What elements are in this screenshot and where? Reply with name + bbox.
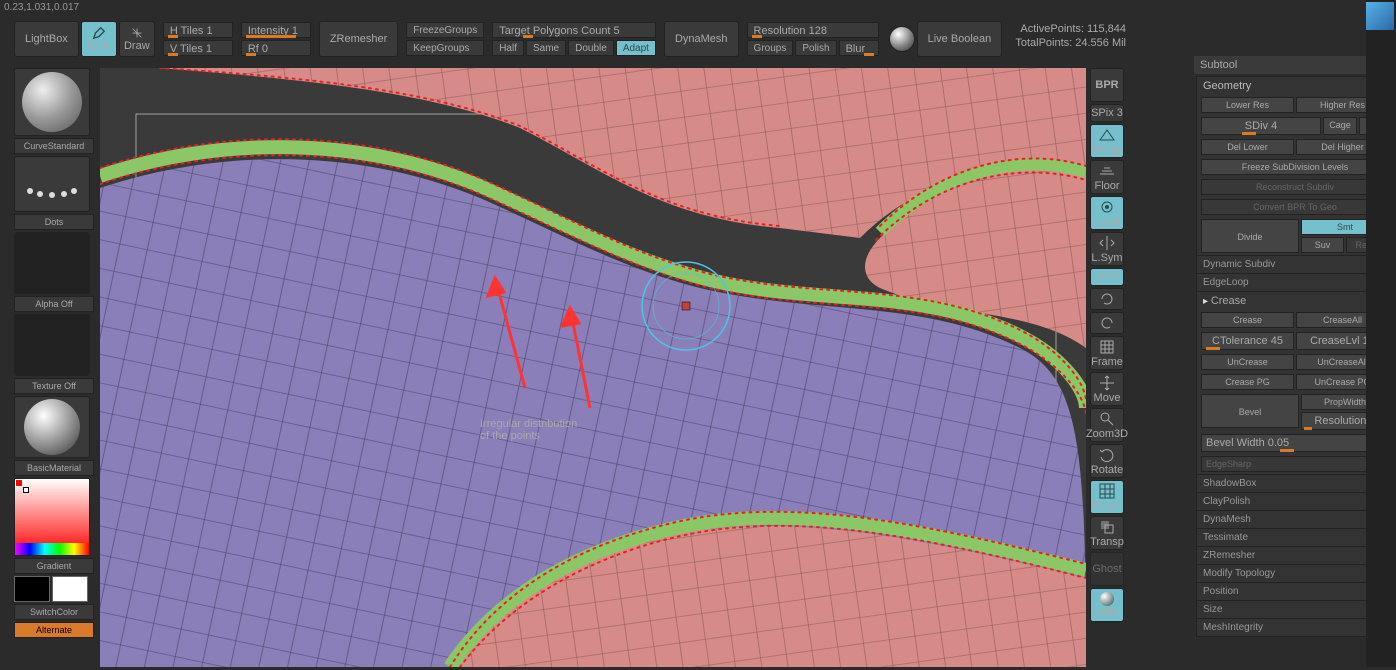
bpr-button[interactable]: BPR [1090,68,1124,102]
point-stats: ActivePoints: 115,844 TotalPoints: 24.55… [1015,22,1126,50]
right-toolbar: BPR SPix 3 Persp Floor Local L.Sym XYZ F… [1090,68,1130,622]
creasepg-button[interactable]: Crease PG [1201,374,1294,390]
brush-thumb[interactable] [14,68,90,136]
dynamesh-button[interactable]: DynaMesh [664,21,739,57]
stroke-label: Dots [14,214,94,230]
divide-button[interactable]: Divide [1201,219,1299,253]
target-polygons-slider[interactable]: Target Polygons Count 5 [492,22,656,38]
ctolerance-slider[interactable]: CTolerance 45 [1201,332,1294,350]
swatch-black[interactable] [14,576,50,602]
top-toolbar: LightBox Edit Draw H Tiles 1 V Tiles 1 I… [14,14,1134,64]
alpha-thumb[interactable] [14,232,90,294]
solo-button[interactable]: Solo [1090,588,1124,622]
crease-button[interactable]: Crease [1201,312,1294,328]
freeze-subdiv-button[interactable]: Freeze SubDivision Levels [1201,159,1389,175]
position-header[interactable]: Position [1197,582,1393,600]
alternate-button[interactable]: Alternate [14,622,94,638]
cw-icon[interactable] [1090,288,1124,310]
tray [1366,0,1396,667]
vtiles-slider[interactable]: V Tiles 1 [163,40,233,56]
gradient-label: Gradient [14,558,94,574]
brush-label: CurveStandard [14,138,94,154]
ghost-button[interactable]: Ghost [1090,552,1124,586]
reconstruct-button: Reconstruct Subdiv [1201,179,1389,195]
blur-slider[interactable]: Blur [839,40,879,56]
zoom-button[interactable]: Zoom3D [1090,408,1124,442]
boolean-sphere-icon [889,26,915,52]
dynamesh-header[interactable]: DynaMesh [1197,510,1393,528]
spix-slider[interactable]: SPix 3 [1090,104,1124,122]
groups-button[interactable]: Groups [747,40,794,56]
modtop-header[interactable]: Modify Topology [1197,564,1393,582]
ccw-icon[interactable] [1090,312,1124,334]
meshintegrity-header[interactable]: MeshIntegrity [1197,618,1393,636]
left-panel: CurveStandard Dots Alpha Off Texture Off… [14,68,94,638]
stroke-thumb[interactable] [14,156,90,212]
cage-button[interactable]: Cage [1323,117,1357,135]
polyf-button[interactable]: PolyF [1090,480,1124,514]
keepgroups-button[interactable]: KeepGroups [406,40,484,56]
geometry-header[interactable]: Geometry [1197,77,1393,95]
crease-header[interactable]: ▸ Crease [1197,291,1393,310]
resolution-slider[interactable]: Resolution 128 [747,22,879,38]
viewport-coords: 0.23,1.031,0.017 [4,2,79,13]
switchcolor-button[interactable]: SwitchColor [14,604,94,620]
adapt-button[interactable]: Adapt [616,40,656,56]
live-boolean-button[interactable]: Live Boolean [917,21,1003,57]
edgeloop-header[interactable]: EdgeLoop [1197,273,1393,291]
htiles-slider[interactable]: H Tiles 1 [163,22,233,38]
polish-button[interactable]: Polish [795,40,836,56]
color-picker[interactable] [14,478,90,556]
local-button[interactable]: Local [1090,196,1124,230]
texture-label: Texture Off [14,378,94,394]
dynamic-subdiv-header[interactable]: Dynamic Subdiv [1197,255,1393,273]
texture-thumb[interactable] [14,314,90,376]
intensity-slider[interactable]: Intensity 1 [241,22,311,38]
material-thumb[interactable] [14,396,90,458]
rf-slider[interactable]: Rf 0 [241,40,311,56]
alpha-label: Alpha Off [14,296,94,312]
convert-bpr-button: Convert BPR To Geo [1201,199,1389,215]
suv-button[interactable]: Suv [1301,237,1344,253]
sdiv-slider[interactable]: SDiv 4 [1201,117,1321,135]
edgesharp-slider: EdgeSharp [1201,456,1389,472]
zremesher-button[interactable]: ZRemesher [319,21,398,57]
viewport[interactable]: Irregular distributionof the points [100,68,1086,667]
freezegroups-button[interactable]: FreezeGroups [406,22,484,38]
transp-button[interactable]: Transp [1090,516,1124,550]
material-label: BasicMaterial [14,460,94,476]
half-button[interactable]: Half [492,40,524,56]
tray-tab[interactable] [1366,2,1394,30]
right-panel: Subtool Geometry Lower ResHigher Res SDi… [1134,0,1396,667]
frame-button[interactable]: Frame [1090,336,1124,370]
zremesher-header[interactable]: ZRemesher [1197,546,1393,564]
move-button[interactable]: Move [1090,372,1124,406]
bevel-button[interactable]: Bevel [1201,394,1299,428]
persp-button[interactable]: Persp [1090,124,1124,158]
lower-res-button[interactable]: Lower Res [1201,97,1294,113]
double-button[interactable]: Double [568,40,614,56]
lightbox-button[interactable]: LightBox [14,21,79,57]
draw-button[interactable]: Draw [119,21,155,57]
shadowbox-header[interactable]: ShadowBox [1197,474,1393,492]
floor-button[interactable]: Floor [1090,160,1124,194]
rotate-button[interactable]: Rotate [1090,444,1124,478]
xyz-button[interactable]: XYZ [1090,268,1124,286]
size-header[interactable]: Size [1197,600,1393,618]
same-button[interactable]: Same [526,40,566,56]
bevelwidth-slider[interactable]: Bevel Width 0.05 [1201,434,1389,452]
uncrease-button[interactable]: UnCrease [1201,354,1294,370]
edit-button[interactable]: Edit [81,21,117,57]
claypolish-header[interactable]: ClayPolish [1197,492,1393,510]
tessimate-header[interactable]: Tessimate [1197,528,1393,546]
swatch-white[interactable] [52,576,88,602]
del-lower-button[interactable]: Del Lower [1201,139,1294,155]
lsym-button[interactable]: L.Sym [1090,232,1124,266]
